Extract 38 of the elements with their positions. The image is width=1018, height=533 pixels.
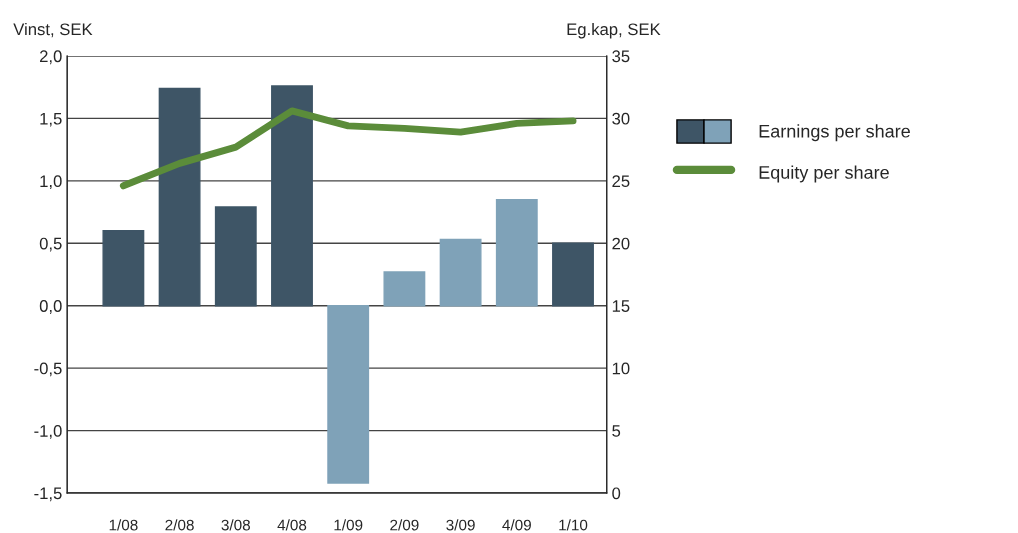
y-tick-label: 0,5 (39, 237, 62, 252)
bar (214, 206, 257, 307)
y2-tick-label: 0 (612, 487, 621, 500)
legend-label: Equity per share (759, 165, 889, 183)
y2-tick-label: 10 (612, 362, 630, 375)
y2-tick-label: 15 (612, 300, 630, 312)
y-tick-label: -1,5 (34, 487, 62, 502)
y-tick-label: -0,5 (34, 362, 62, 377)
x-tick-label: 1/08 (109, 519, 138, 531)
bar (439, 238, 482, 307)
y2-axis-title: Eg.kap, SEK (567, 22, 661, 39)
x-tick-label: 2/08 (165, 519, 194, 531)
y-tick-label: -1,0 (34, 424, 62, 439)
x-tick-label: 3/08 (221, 519, 250, 531)
x-tick-label: 2/09 (390, 519, 419, 531)
bar (495, 198, 538, 307)
y2-tick-label: 20 (612, 237, 630, 250)
x-tick-label: 3/09 (446, 519, 475, 531)
bar (102, 230, 145, 307)
y-axis-title: Vinst, SEK (13, 22, 93, 38)
x-tick-label: 4/08 (277, 519, 307, 531)
bar (327, 305, 370, 484)
y-tick-label: 1,5 (40, 112, 62, 127)
y-tick-label: 2,0 (40, 50, 62, 65)
x-tick-label: 1/09 (334, 519, 363, 531)
y2-tick-label: 25 (612, 175, 630, 188)
bar (158, 87, 201, 307)
y2-tick-label: 5 (612, 425, 621, 437)
y-tick-label: 0,0 (39, 300, 62, 314)
bar (552, 242, 594, 307)
bar (271, 85, 313, 307)
bar (383, 271, 426, 307)
x-tick-label: 4/09 (502, 519, 531, 531)
x-tick-label: 1/10 (559, 519, 588, 531)
legend-label: Earnings per share (759, 124, 910, 142)
y2-tick-label: 35 (612, 50, 630, 63)
y-tick-label: 1,0 (40, 175, 62, 190)
y2-tick-label: 30 (612, 112, 630, 125)
